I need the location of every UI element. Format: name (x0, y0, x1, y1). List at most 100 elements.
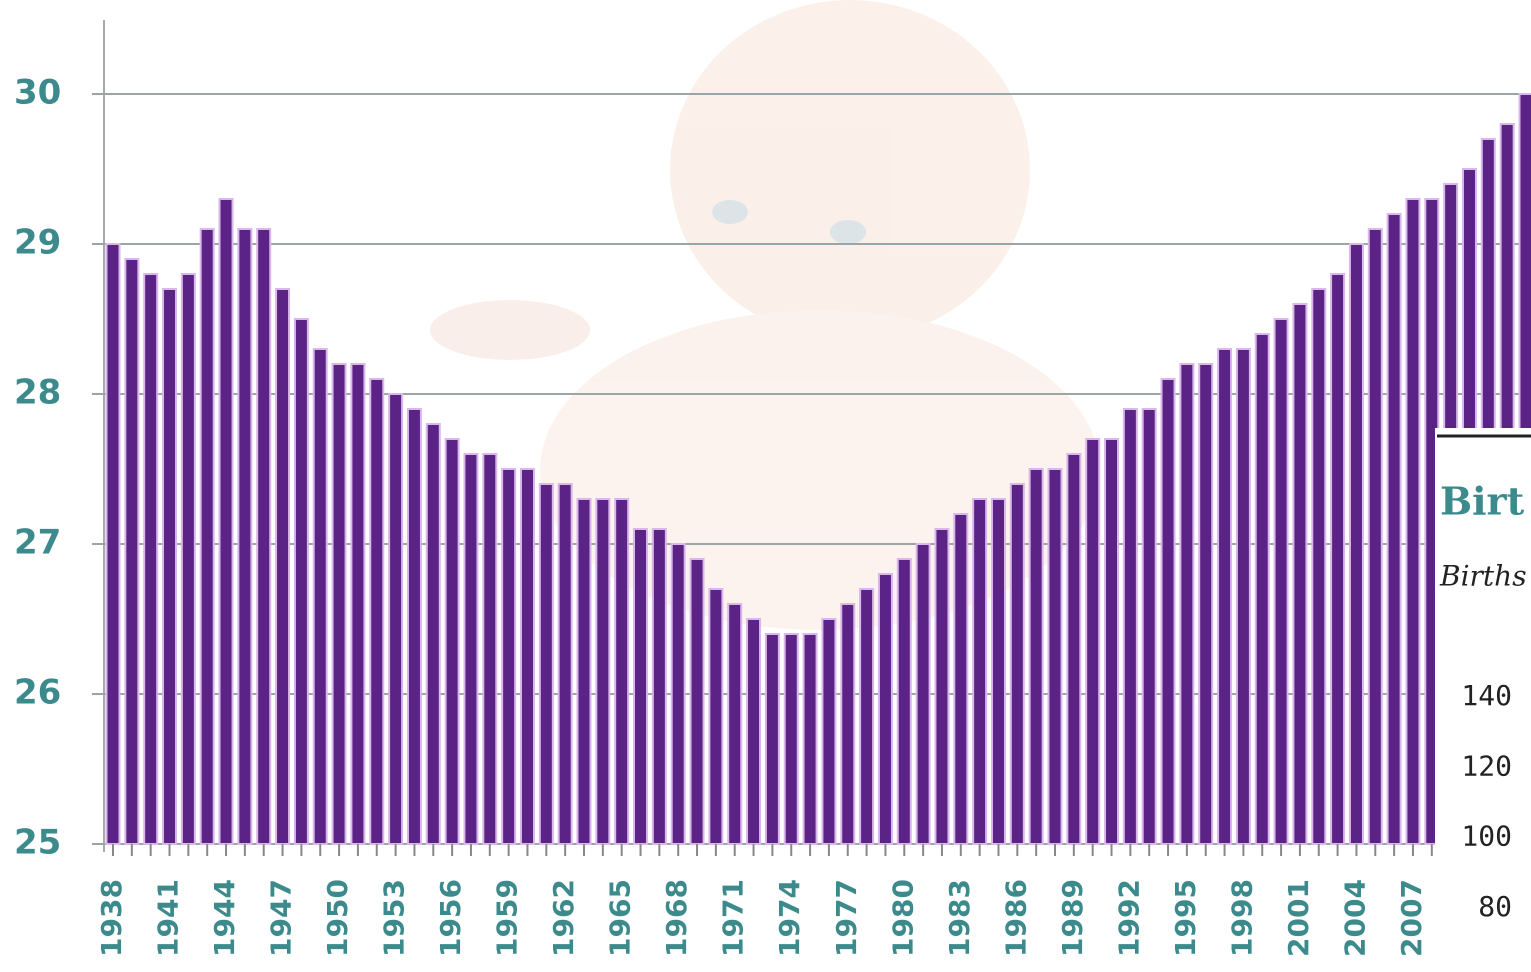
x-tick-label: 1962 (547, 879, 580, 957)
bar (408, 409, 421, 844)
bar (521, 469, 534, 844)
bar (1218, 349, 1231, 844)
x-tick-label: 1944 (208, 879, 241, 957)
bar (954, 514, 967, 844)
bar (201, 229, 214, 844)
bar (276, 289, 289, 844)
bar (559, 484, 572, 844)
y-tick-label: 27 (14, 523, 61, 563)
y-tick-label: 26 (14, 673, 61, 713)
bar (427, 424, 440, 844)
bar (125, 259, 138, 844)
bar (144, 274, 157, 844)
x-tick-label: 1938 (95, 879, 128, 957)
x-tick-label: 1992 (1112, 879, 1145, 957)
bar (314, 349, 327, 844)
x-tick-label: 1971 (717, 879, 750, 957)
x-tick-label: 1941 (152, 879, 185, 957)
x-tick-label: 1980 (886, 879, 919, 957)
bar (333, 364, 346, 844)
x-tick-label: 1977 (830, 879, 863, 957)
bar (1331, 274, 1344, 844)
bar (502, 469, 515, 844)
inset-y-tick-label: 80 (1478, 890, 1512, 923)
x-tick-label: 1953 (378, 879, 411, 957)
bar (1162, 379, 1175, 844)
bar (578, 499, 591, 844)
x-tick-label: 1956 (434, 879, 467, 957)
bar (1030, 469, 1043, 844)
bar (1086, 439, 1099, 844)
bar (351, 364, 364, 844)
x-tick-label: 1998 (1225, 879, 1258, 957)
bar (1406, 199, 1419, 844)
bar (1199, 364, 1212, 844)
x-tick-label: 1995 (1169, 879, 1202, 957)
chart: 25 26 27 28 29 30 1938 1941 1944 1947 1950 1953 1956… (0, 0, 1531, 972)
bar (1143, 409, 1156, 844)
inset-title: Birt (1440, 479, 1525, 524)
bar (238, 229, 251, 844)
x-tick-label: 1950 (321, 879, 354, 957)
bar (860, 589, 873, 844)
bar (1049, 469, 1062, 844)
inset-subtitle: Births (1439, 560, 1527, 593)
bar (1124, 409, 1137, 844)
bar (1275, 319, 1288, 844)
bar (1237, 349, 1250, 844)
bar (709, 589, 722, 844)
bar (540, 484, 553, 844)
bar (747, 619, 760, 844)
bar (295, 319, 308, 844)
bar (822, 619, 835, 844)
bar (973, 499, 986, 844)
x-tick-label: 1989 (1056, 879, 1089, 957)
bar (483, 454, 496, 844)
bar (615, 499, 628, 844)
bar (879, 574, 892, 844)
bar (1180, 364, 1193, 844)
bar (1350, 244, 1363, 844)
y-tick-label: 28 (14, 373, 61, 413)
x-tick-label: 2004 (1338, 879, 1371, 957)
bar (1105, 439, 1118, 844)
x-tick-label: 2001 (1282, 879, 1315, 957)
x-tick-label: 1947 (265, 879, 298, 957)
x-tick-label: 1974 (773, 879, 806, 957)
bar (1011, 484, 1024, 844)
bar (1388, 214, 1401, 844)
bar (107, 244, 120, 844)
bar (163, 289, 176, 844)
y-tick-label: 29 (14, 223, 61, 263)
bar (220, 199, 233, 844)
bar (672, 544, 685, 844)
bar (917, 544, 930, 844)
bar (785, 634, 798, 844)
bar (596, 499, 609, 844)
bar (1293, 304, 1306, 844)
x-tick-label: 1965 (604, 879, 637, 957)
y-tick-label: 25 (14, 823, 61, 863)
bar (653, 529, 666, 844)
inset-y-tick-label: 120 (1461, 749, 1512, 782)
bar (898, 559, 911, 844)
inset-y-tick-label: 100 (1461, 820, 1512, 853)
bar (182, 274, 195, 844)
bar (1312, 289, 1325, 844)
bar (841, 604, 854, 844)
bar (634, 529, 647, 844)
bar (935, 529, 948, 844)
x-tick-label: 2007 (1395, 879, 1428, 957)
x-tick-label: 1959 (491, 879, 524, 957)
bar (766, 634, 779, 844)
x-tick-label: 1983 (943, 879, 976, 957)
y-tick-label: 30 (14, 73, 61, 113)
x-tick-label: 1986 (999, 879, 1032, 957)
bar (804, 634, 817, 844)
bar (1256, 334, 1269, 844)
bar (1067, 454, 1080, 844)
bar (691, 559, 704, 844)
bar (257, 229, 270, 844)
bar (992, 499, 1005, 844)
